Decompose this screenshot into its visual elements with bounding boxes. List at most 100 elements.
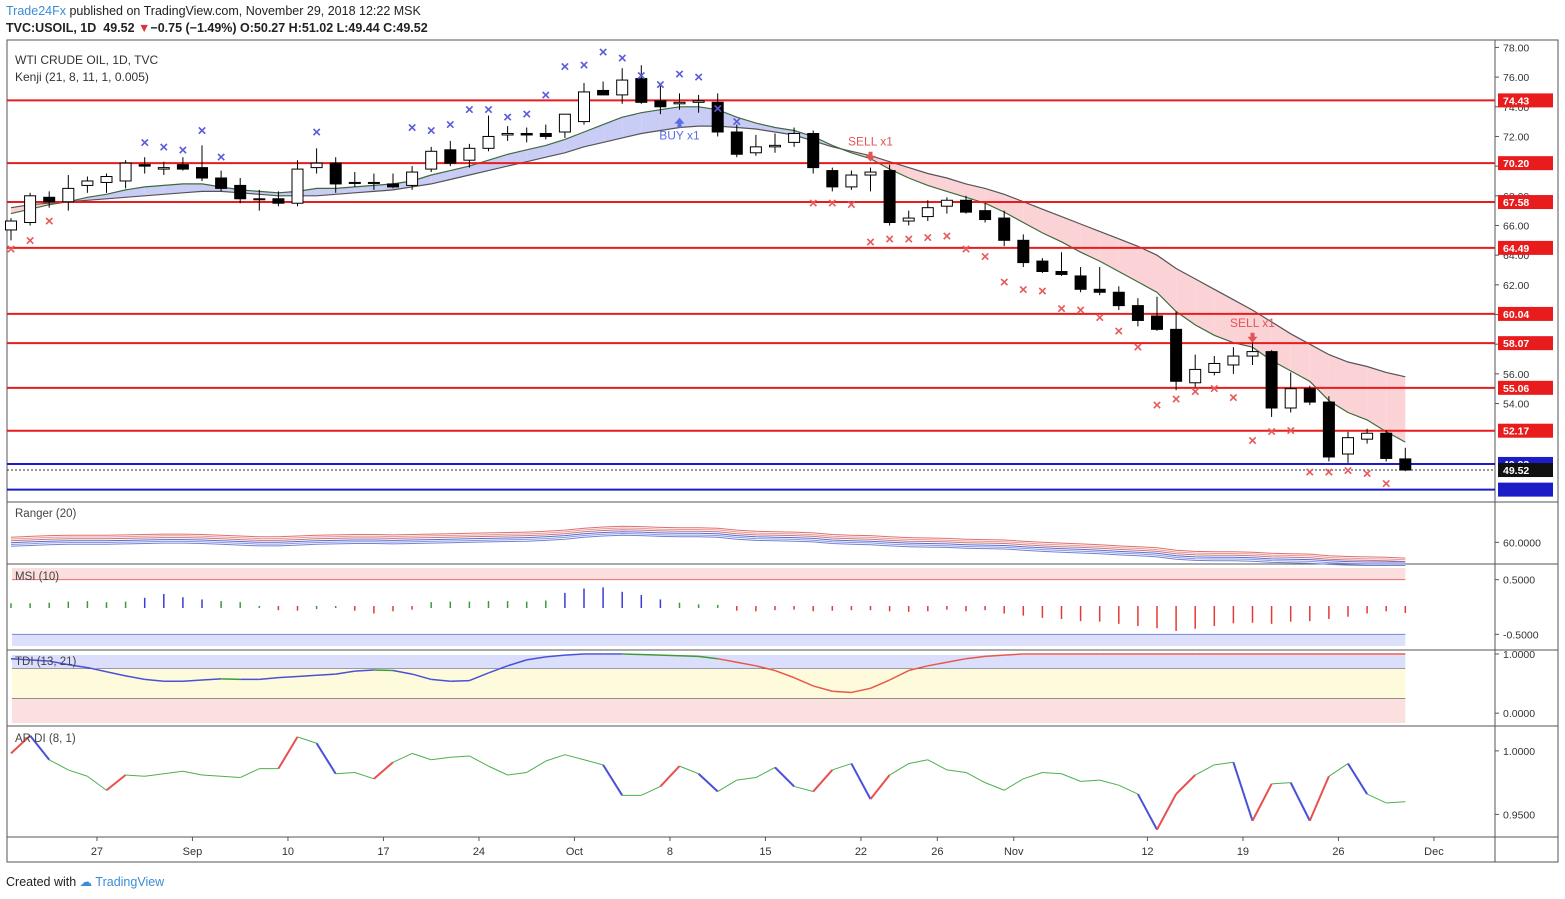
signal-cross-blue: ×	[427, 123, 436, 140]
ardi-segment	[10, 734, 31, 755]
cloud-segment	[202, 183, 222, 192]
signal-cross-red: ×	[1344, 462, 1353, 479]
ardi-segment	[469, 755, 489, 767]
signal-cross-blue: ×	[198, 123, 207, 140]
signal-cross-blue: ×	[446, 117, 455, 134]
candle-body	[1303, 388, 1316, 403]
ardi-segment	[908, 759, 928, 765]
cloud-segment	[641, 109, 661, 134]
tdi-segment	[736, 661, 757, 667]
candle-body	[501, 132, 514, 136]
tdi-segment	[411, 673, 432, 681]
time-tick-label: 26	[1332, 846, 1344, 858]
tradingview-link[interactable]: TradingView	[95, 875, 165, 889]
ohlc-values: O:50.27 H:51.02 L:49.44 C:49.52	[240, 21, 428, 35]
candle-body	[291, 168, 304, 204]
tdi-segment	[106, 670, 126, 677]
cloud-segment	[622, 112, 642, 138]
candle-body	[425, 150, 438, 170]
signal-cross-blue: ×	[713, 100, 722, 117]
ardi-segment	[1156, 793, 1177, 831]
candle-body	[940, 199, 953, 207]
ardi-segment	[87, 775, 107, 791]
price-change: −0.75 (−1.49%)	[150, 21, 237, 35]
ardi-segment	[717, 779, 738, 792]
signal-cross-blue: ×	[408, 120, 417, 137]
ardi-segment	[832, 763, 852, 771]
tdi-segment	[870, 679, 890, 689]
tdi-segment	[450, 679, 470, 682]
price-tick-label: 54.00	[1503, 399, 1529, 411]
candle-body	[921, 207, 934, 218]
chart-frame	[6, 39, 1559, 863]
tdi-segment	[221, 678, 241, 681]
signal-cross-blue: ×	[484, 102, 493, 119]
candle-body	[1074, 275, 1087, 290]
candle-body	[81, 180, 94, 186]
tdi-segment	[622, 653, 642, 656]
symbol: TVC:USOIL, 1D	[6, 21, 97, 35]
signal-cross-blue: ×	[732, 114, 741, 131]
signal-cross-red: ×	[923, 229, 932, 246]
candle-body	[520, 132, 533, 136]
candle-body	[444, 149, 457, 164]
ardi-segment	[1061, 773, 1081, 782]
signal-cross-blue: ×	[312, 124, 321, 141]
time-tick-label: Sep	[183, 846, 203, 858]
signal-cross-blue: ×	[599, 44, 608, 61]
candle-body	[138, 164, 151, 167]
tdi-segment	[698, 655, 718, 660]
ardi-segment	[1175, 774, 1196, 795]
cloud-segment	[564, 132, 584, 153]
signal-cross-red: ×	[1267, 424, 1276, 441]
candle-body	[1036, 260, 1049, 272]
tdi-segment	[373, 669, 394, 672]
candle-body	[711, 101, 724, 133]
ardi-segment	[850, 763, 872, 800]
signal-cross-blue: ×	[503, 109, 512, 126]
cloud-segment	[985, 188, 1005, 213]
down-arrow-icon: ▼	[138, 21, 151, 35]
signal-cross-red: ×	[866, 234, 875, 251]
tdi-segment	[641, 653, 661, 656]
candle-body	[730, 131, 743, 155]
signal-cross-red: ×	[904, 231, 913, 248]
candle-body	[673, 101, 686, 105]
tdi-segment	[469, 672, 489, 682]
tdi-segment	[297, 674, 317, 678]
panel-label: AR DI (8, 1)	[15, 733, 76, 745]
tdi-segment	[564, 653, 585, 656]
author-link[interactable]: Trade24Fx	[6, 4, 66, 18]
tdi-segment	[927, 661, 948, 667]
panel-tick-label: 60.0000	[1503, 537, 1541, 549]
cloud-segment	[1214, 289, 1234, 343]
cloud-segment	[335, 186, 355, 195]
signal-cross-red: ×	[1210, 381, 1219, 398]
ardi-segment	[450, 755, 470, 758]
time-tick-label: Dec	[1424, 846, 1444, 858]
candle-body	[406, 171, 419, 186]
last-price: 49.52	[103, 21, 135, 35]
tdi-upper-band	[12, 655, 1406, 669]
candle-body	[960, 199, 972, 213]
candle-body	[196, 167, 208, 179]
ardi-segment	[736, 777, 756, 781]
candle-body	[100, 176, 113, 183]
ardi-segment	[927, 759, 948, 771]
ardi-segment	[277, 736, 299, 770]
ardi-segment	[488, 765, 508, 776]
ardi-segment	[182, 770, 203, 776]
panel-label: MSI (10)	[15, 571, 59, 583]
candle-body	[367, 181, 380, 184]
level-badge	[1498, 482, 1553, 497]
panel-tick-label: 1.0000	[1503, 746, 1535, 758]
tdi-segment	[965, 655, 986, 660]
ardi-segment	[1271, 782, 1291, 785]
cloud-segment	[106, 189, 126, 199]
level-badge	[1498, 195, 1553, 210]
candle-body	[1189, 368, 1202, 384]
candle-body	[234, 184, 247, 200]
tdi-segment	[679, 654, 699, 658]
candle-body	[157, 167, 170, 170]
